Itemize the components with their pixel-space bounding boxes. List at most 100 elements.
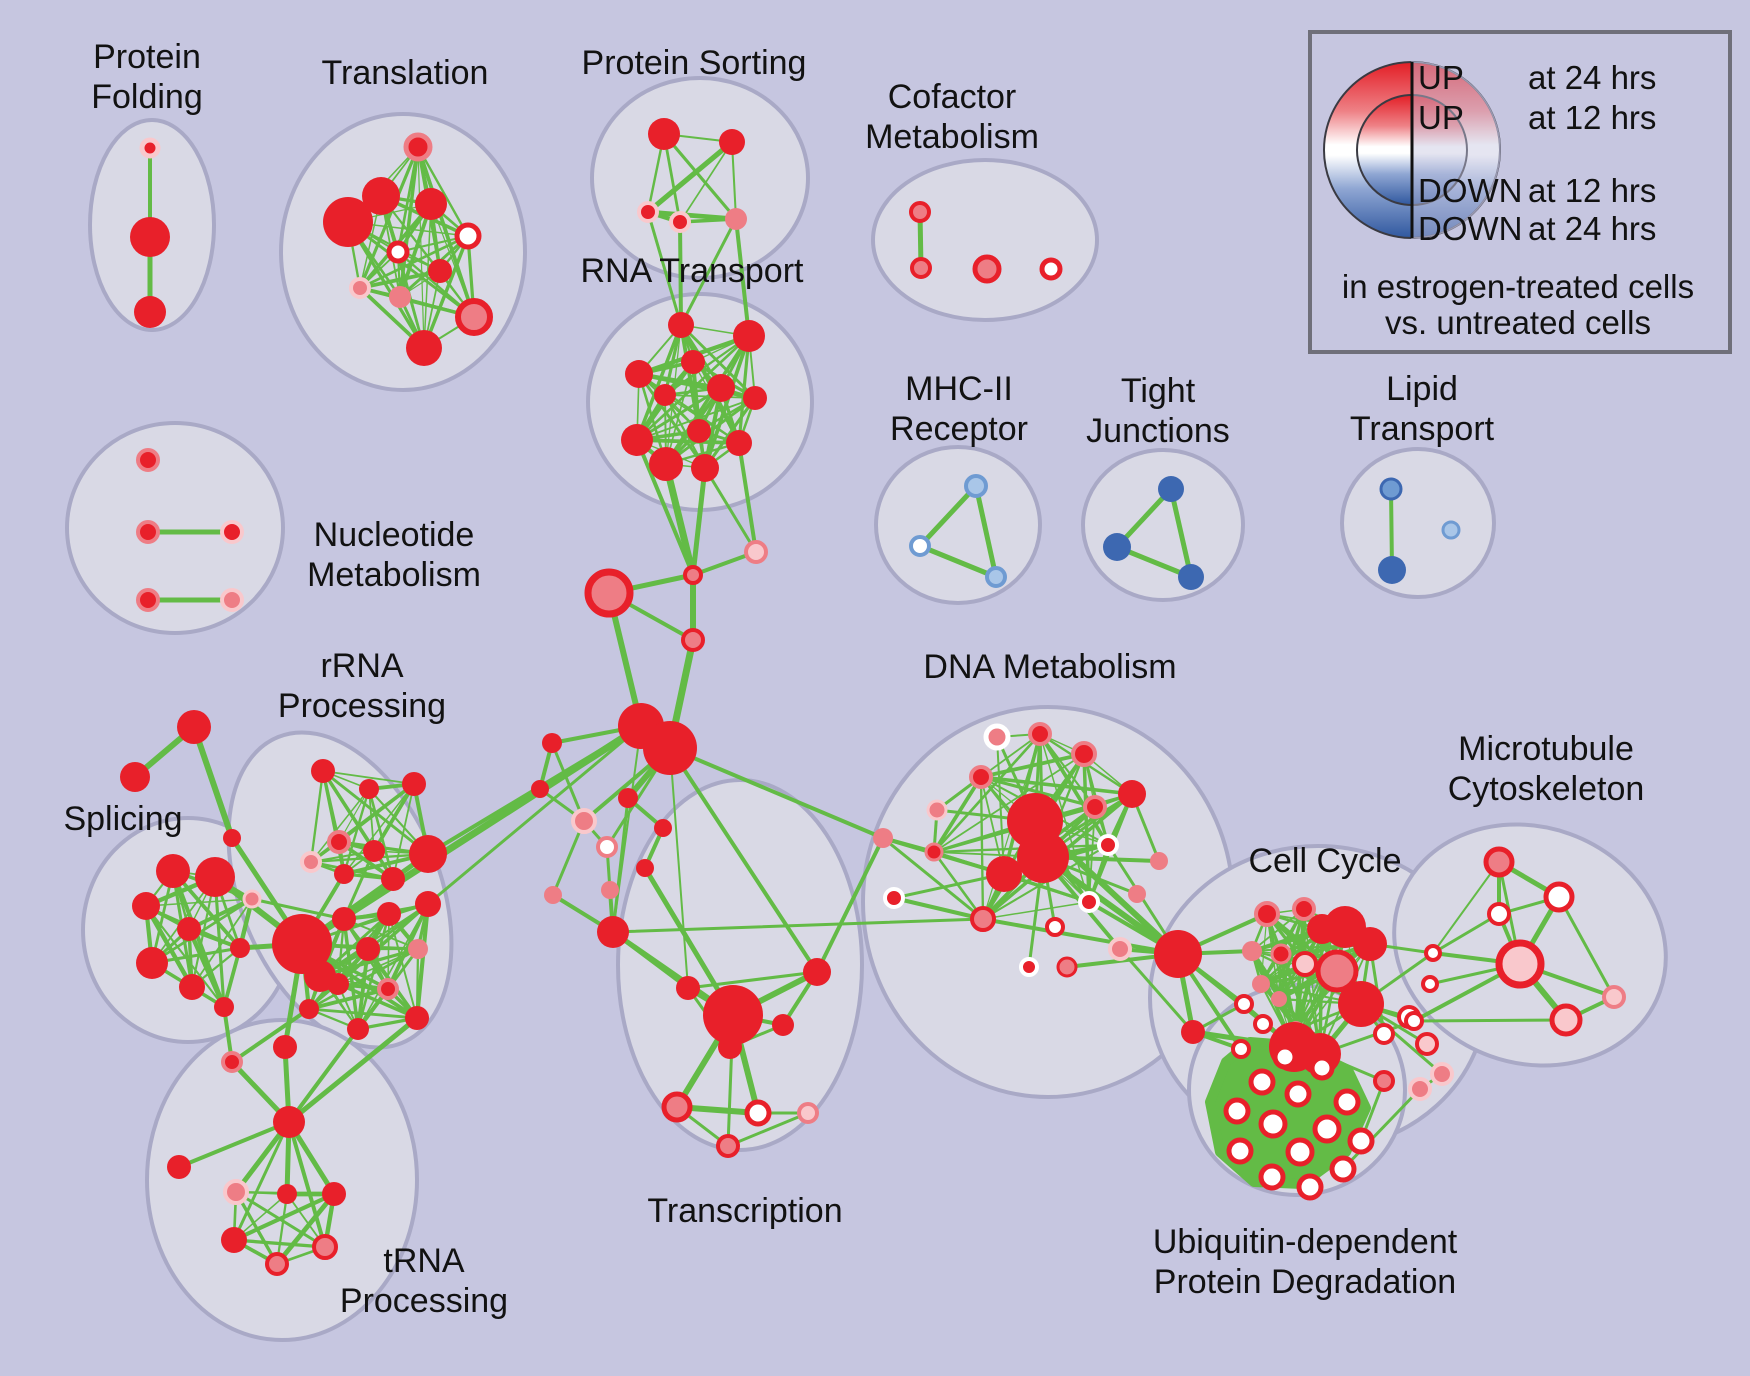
- legend-time-0: at 24 hrs: [1528, 59, 1656, 96]
- network-node-u6: [1284, 1080, 1312, 1108]
- network-node-r1: [311, 759, 335, 783]
- network-node-u5: [1333, 1088, 1361, 1116]
- cluster-label-cell-cycle: Cell Cycle: [1248, 842, 1401, 880]
- legend-direction-2: DOWN: [1418, 172, 1522, 209]
- network-node-tp8: [716, 1134, 740, 1158]
- network-node-trh: [703, 985, 763, 1045]
- network-edge: [551, 819, 586, 897]
- network-node-lp3: [1441, 520, 1461, 540]
- network-node-ps3: [637, 201, 659, 223]
- cluster-label-rrna-processing: rRNA Processing: [278, 647, 446, 725]
- network-node-w3: [1404, 1011, 1424, 1031]
- network-node-l5: [596, 836, 618, 858]
- network-node-c12: [1234, 994, 1254, 1014]
- cluster-label-protein-folding: Protein Folding: [91, 38, 203, 116]
- network-node-pf2: [130, 217, 170, 257]
- network-node-mh1: [964, 474, 988, 498]
- network-node-c6: [1242, 941, 1262, 961]
- network-node-mh2: [909, 535, 931, 557]
- network-node-c13: [1271, 991, 1287, 1007]
- legend-time-3: at 24 hrs: [1528, 210, 1656, 247]
- network-node-rt1: [668, 312, 694, 338]
- network-node-t3: [362, 177, 400, 215]
- cluster-label-transcription: Transcription: [647, 1192, 842, 1230]
- legend-direction-3: DOWN: [1418, 210, 1522, 247]
- network-node-d15: [883, 887, 905, 909]
- network-node-d9: [924, 842, 944, 862]
- network-edge: [1038, 732, 1110, 847]
- network-node-x4: [221, 1227, 247, 1253]
- network-edge: [979, 775, 1134, 796]
- network-node-t8: [349, 277, 371, 299]
- network-edge: [646, 210, 683, 327]
- network-node-d20: [1108, 937, 1132, 961]
- network-node-r13: [415, 891, 441, 917]
- network-node-r10: [272, 914, 332, 974]
- network-edge: [637, 372, 707, 470]
- cluster-label-translation: Translation: [322, 54, 489, 92]
- network-edge: [668, 746, 819, 974]
- network-node-cf2: [910, 257, 932, 279]
- network-node-l1: [542, 733, 562, 753]
- network-node-w1: [1424, 944, 1442, 962]
- network-edge: [232, 1120, 291, 1242]
- network-node-u4: [1312, 1114, 1342, 1144]
- network-node-c23: [1373, 1070, 1395, 1092]
- network-node-tp2: [803, 958, 831, 986]
- network-edge: [1412, 1018, 1568, 1023]
- legend-direction-0: UP: [1418, 59, 1464, 96]
- network-edge: [662, 132, 738, 221]
- cluster-label-splicing: Splicing: [63, 800, 182, 838]
- network-edge: [981, 917, 1180, 956]
- network-node-lp2: [1378, 556, 1406, 584]
- network-node-s1: [156, 854, 190, 888]
- network-node-cf1: [909, 201, 931, 223]
- cluster-label-cofactor-metabolism: Cofactor Metabolism: [865, 78, 1039, 156]
- network-node-t10: [455, 298, 493, 336]
- network-edge: [679, 141, 733, 223]
- network-node-r19: [299, 999, 319, 1019]
- network-node-r5: [300, 851, 322, 873]
- network-node-rt4: [681, 350, 705, 374]
- network-node-m6: [1602, 985, 1626, 1009]
- network-node-cf3: [972, 254, 1002, 284]
- network-edge: [186, 926, 227, 1010]
- network-edge: [679, 217, 738, 327]
- network-edge: [703, 396, 757, 470]
- network-edge: [307, 987, 390, 1011]
- network-node-rt11: [649, 447, 683, 481]
- network-edge: [1168, 486, 1194, 580]
- network-node-pf1: [139, 137, 161, 159]
- network-edge: [1432, 861, 1500, 954]
- network-node-r4: [327, 830, 351, 854]
- network-node-s6: [179, 974, 205, 1000]
- network-node-r16: [327, 973, 349, 995]
- network-edge: [932, 775, 983, 854]
- network-node-b3: [584, 568, 634, 618]
- cluster-label-lipid-transport: Lipid Transport: [1350, 370, 1495, 448]
- network-node-u3: [1258, 1109, 1288, 1139]
- network-edge: [737, 334, 751, 445]
- network-edge: [996, 736, 1005, 875]
- network-edge: [662, 460, 697, 579]
- network-node-r11: [332, 907, 356, 931]
- network-node-d4: [969, 765, 993, 789]
- network-node-u10: [1258, 1163, 1286, 1191]
- cluster-label-ubiquitin: Ubiquitin-dependent Protein Degradation: [1153, 1223, 1458, 1301]
- network-node-n4: [136, 588, 160, 612]
- network-node-c22: [1430, 1062, 1454, 1086]
- network-node-s2: [195, 857, 235, 897]
- network-edge: [386, 902, 430, 991]
- network-node-s8: [230, 938, 250, 958]
- network-node-r14: [356, 937, 380, 961]
- network-node-r20: [347, 1018, 369, 1040]
- network-node-n2: [136, 520, 160, 544]
- network-node-s3: [132, 892, 160, 920]
- network-node-tp1: [676, 976, 700, 1000]
- network-node-t4: [415, 188, 447, 220]
- network-edge: [309, 769, 325, 864]
- network-node-n1: [136, 448, 160, 472]
- network-node-d14: [1150, 852, 1168, 870]
